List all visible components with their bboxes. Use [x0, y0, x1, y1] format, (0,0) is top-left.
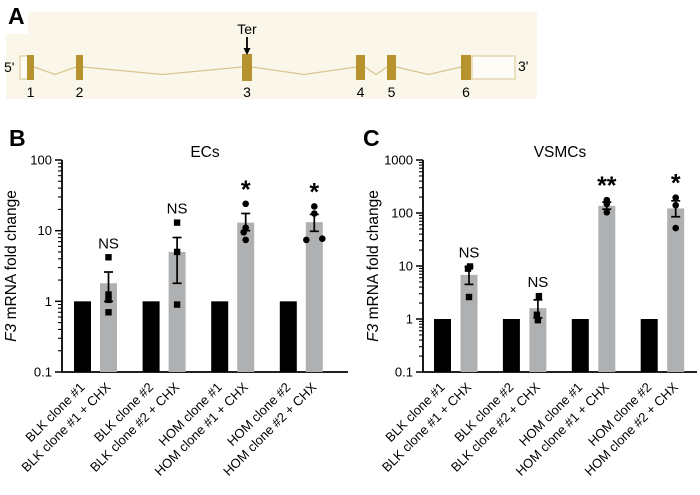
bar-control	[434, 319, 451, 372]
three-prime-label: 3'	[518, 58, 528, 74]
exon	[76, 55, 83, 80]
data-point	[105, 296, 112, 304]
data-point	[535, 292, 543, 300]
data-point	[672, 194, 679, 201]
bar-control	[640, 319, 658, 372]
exon-number: 1	[27, 84, 35, 100]
exon-number: 3	[243, 84, 251, 100]
exon-number: 6	[462, 84, 470, 100]
chart-title: ECs	[190, 144, 220, 161]
y-tick-label: 10	[38, 223, 52, 238]
y-tick-label: 100	[30, 153, 52, 168]
bar-treated	[529, 308, 547, 372]
ter-label: Ter	[237, 21, 257, 37]
gene-background	[6, 12, 537, 99]
sig-label: *	[241, 176, 251, 204]
y-tick-label: 1000	[384, 153, 413, 168]
y-tick-label: 1	[45, 294, 52, 309]
data-point	[533, 311, 541, 319]
sig-label: NS	[167, 201, 188, 218]
utr3-box	[471, 55, 516, 80]
sig-label: **	[597, 172, 617, 200]
data-point	[603, 209, 611, 216]
data-point	[672, 224, 679, 232]
data-point	[603, 200, 611, 208]
bar-control	[211, 301, 229, 372]
bar-control	[74, 301, 91, 372]
bar-treated	[237, 222, 255, 372]
bar-control	[571, 319, 589, 372]
panel-a-label: A	[8, 3, 25, 29]
y-tick-label: 0.1	[34, 365, 52, 380]
panel-c-label: C	[363, 125, 380, 151]
sig-label: NS	[459, 244, 480, 261]
data-point	[242, 200, 249, 208]
exon	[356, 55, 365, 80]
data-point	[311, 210, 318, 217]
y-tick-label: 1	[406, 312, 413, 327]
data-point	[464, 265, 472, 272]
sig-label: *	[309, 178, 319, 206]
ter-arrowhead	[243, 48, 251, 55]
chart-title: VSMCs	[534, 144, 587, 161]
exon-number: 4	[357, 84, 365, 100]
exon	[27, 55, 34, 80]
y-axis-label: F3 mRNA fold change	[365, 190, 382, 342]
data-point	[319, 235, 326, 242]
panel-b-label: B	[9, 125, 26, 151]
exon-number: 2	[76, 84, 84, 100]
y-tick-label: 100	[391, 206, 413, 221]
bar-treated	[460, 274, 478, 372]
intron-line	[251, 66, 357, 76]
exon	[242, 54, 252, 81]
data-point	[311, 203, 318, 210]
sig-label: NS	[98, 235, 119, 252]
intron-line	[82, 66, 243, 76]
bar-treated	[168, 251, 186, 372]
utr5-box	[19, 55, 29, 80]
y-tick-label: 0.1	[395, 365, 413, 380]
intron-line	[395, 66, 462, 76]
bar-treated	[598, 205, 616, 372]
data-point	[303, 236, 310, 244]
bar-treated	[667, 208, 685, 372]
data-point	[105, 291, 112, 298]
data-point	[105, 254, 112, 261]
data-point	[173, 301, 181, 308]
data-point	[534, 316, 542, 324]
data-point	[465, 293, 473, 301]
data-point	[105, 309, 112, 316]
bar-control	[279, 301, 297, 372]
y-tick-label: 10	[399, 259, 413, 274]
five-prime-label: 5'	[4, 59, 14, 75]
data-point	[672, 201, 679, 209]
sig-label: NS	[527, 274, 548, 291]
data-point	[240, 228, 247, 236]
bar-treated	[305, 222, 323, 372]
exon	[387, 55, 396, 80]
sig-label: *	[671, 170, 681, 198]
intron-line	[364, 66, 388, 76]
gene-diagram: 1 2 3 4 5 6 5' 3' Ter	[4, 12, 537, 100]
intron-line	[33, 66, 77, 76]
y-axis-label: F3 mRNA fold change	[3, 190, 20, 342]
bar-control	[142, 301, 160, 372]
data-point	[173, 219, 181, 226]
exon	[461, 55, 471, 80]
exon-number: 5	[388, 84, 396, 100]
bar-control	[502, 319, 520, 372]
bar-treated	[100, 283, 117, 372]
data-point	[242, 236, 249, 244]
data-point	[173, 248, 181, 256]
